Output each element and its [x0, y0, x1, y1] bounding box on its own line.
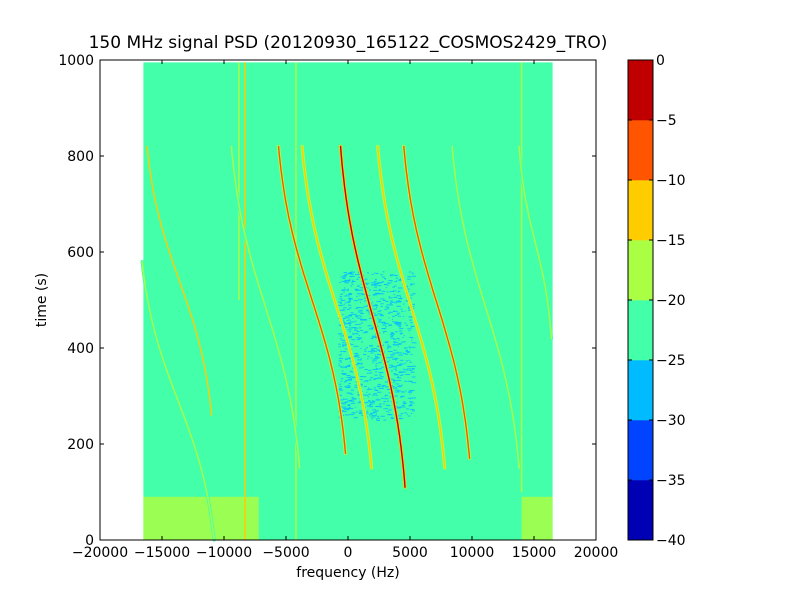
colorbar-segment — [628, 120, 653, 181]
trace-core — [403, 145, 471, 460]
trace-core — [146, 145, 213, 416]
x-axis-label: frequency (Hz) — [296, 565, 399, 581]
y-axis: 0 200 400 600 800 1000 — [58, 53, 596, 549]
x-tick-label: −10000 — [196, 545, 252, 561]
colorbar-tick-label: −40 — [656, 533, 686, 549]
y-tick-label: 600 — [67, 245, 94, 261]
elevated-power-region — [521, 496, 553, 540]
colorbar-tick-label: −15 — [656, 233, 686, 249]
y-tick-label: 200 — [67, 437, 94, 453]
colorbar: −40 −35 −30 −25 −20 −15 −10 −5 0 — [627, 53, 686, 549]
x-tick-label: 0 — [344, 545, 353, 561]
x-tick-label: −5000 — [262, 545, 309, 561]
x-tick-label: 5000 — [392, 545, 428, 561]
y-tick-label: 1000 — [58, 53, 94, 69]
x-tick-label: −20000 — [72, 545, 128, 561]
y-tick-label: 800 — [67, 149, 94, 165]
trace-core — [301, 145, 373, 469]
y-tick-label: 0 — [85, 533, 94, 549]
colorbar-segment — [628, 300, 653, 361]
doppler-trace — [517, 144, 554, 340]
trace-core — [230, 145, 301, 469]
elevated-power-region — [143, 496, 259, 540]
trace-core — [141, 260, 215, 541]
colorbar-tick-label: −10 — [656, 173, 686, 189]
colorbar-segment — [628, 480, 653, 541]
chart-title: 150 MHz signal PSD (20120930_165122_COSM… — [89, 33, 608, 53]
y-axis-label: time (s) — [34, 273, 50, 327]
x-tick-label: 10000 — [450, 545, 495, 561]
x-tick-label: −15000 — [134, 545, 190, 561]
doppler-trace — [140, 260, 216, 542]
colorbar-segment — [628, 360, 653, 421]
doppler-trace — [339, 144, 407, 489]
trace-core — [518, 145, 553, 340]
colorbar-tick-label: −20 — [656, 293, 686, 309]
x-tick-label: 20000 — [574, 545, 619, 561]
doppler-trace — [300, 144, 374, 470]
trace-core — [377, 145, 446, 469]
x-tick-label: 15000 — [512, 545, 557, 561]
trace-core — [277, 145, 347, 455]
colorbar-segment — [628, 60, 653, 121]
colorbar-tick-label: −5 — [656, 113, 677, 129]
trace-core — [451, 145, 520, 469]
colorbar-segment — [628, 420, 653, 481]
doppler-trace — [450, 144, 521, 470]
doppler-trace — [229, 144, 302, 470]
y-tick-label: 400 — [67, 341, 94, 357]
plot-area — [99, 59, 597, 542]
colorbar-tick-label: −35 — [656, 473, 686, 489]
spectrogram-heatmap — [140, 62, 554, 542]
colorbar-segment — [628, 180, 653, 241]
colorbar-tick-label: 0 — [656, 53, 665, 69]
colorbar-tick-label: −30 — [656, 413, 686, 429]
doppler-trace — [277, 144, 348, 456]
colorbar-segment — [628, 240, 653, 301]
doppler-trace — [376, 144, 447, 470]
doppler-trace — [145, 144, 214, 417]
trace-core — [339, 145, 406, 488]
doppler-trace — [402, 144, 472, 460]
colorbar-tick-label: −25 — [656, 353, 686, 369]
x-axis: −20000 −15000 −10000 −5000 0 5000 10000 15000 20… — [72, 60, 618, 561]
